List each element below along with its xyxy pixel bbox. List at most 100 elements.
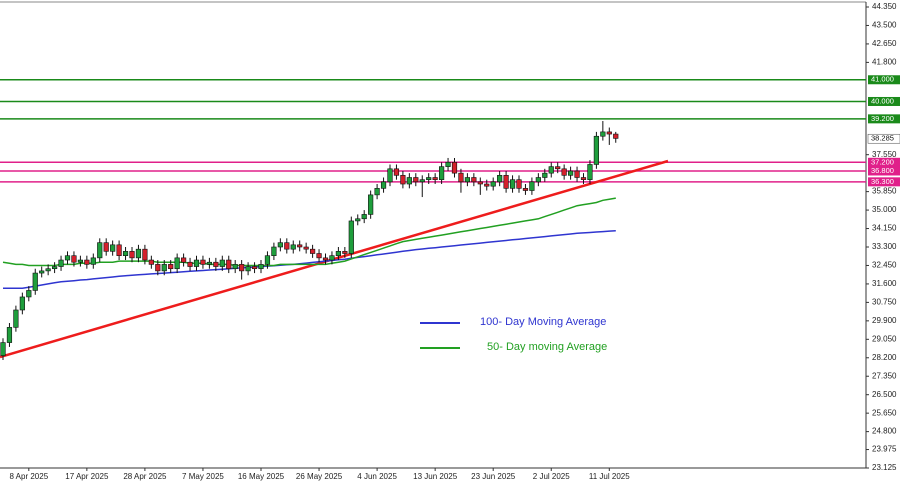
x-tick-label: 11 Jul 2025 xyxy=(589,472,630,481)
candle-body xyxy=(509,179,516,189)
candle-body xyxy=(103,242,109,252)
y-tick-label: 30.750 xyxy=(872,297,897,306)
candle-body xyxy=(432,177,438,180)
candle-body xyxy=(219,259,225,267)
level-label: 37.200 xyxy=(871,157,894,166)
level-tag xyxy=(868,114,900,124)
y-tick-label: 44.350 xyxy=(872,2,897,11)
y-tick-label: 27.350 xyxy=(872,371,897,380)
candle-body xyxy=(542,172,548,178)
candle-body xyxy=(490,181,496,187)
candle-body xyxy=(587,164,593,180)
candle-body xyxy=(90,257,96,265)
candle-body xyxy=(77,259,83,263)
candle-body xyxy=(613,133,619,139)
candle-body xyxy=(168,264,174,270)
candle-body xyxy=(387,168,393,183)
candle-body xyxy=(355,218,361,222)
candle-body xyxy=(516,179,522,189)
candle-body xyxy=(380,181,387,189)
candle-body xyxy=(593,135,599,165)
level-tag xyxy=(868,177,900,187)
candle-body xyxy=(84,259,90,265)
candle-body xyxy=(155,264,161,272)
candle-body xyxy=(535,177,541,183)
candle-body xyxy=(309,248,316,254)
candle-body xyxy=(135,248,142,259)
candle-body xyxy=(129,251,135,259)
candle-body xyxy=(110,244,116,252)
candle-body xyxy=(19,296,25,311)
candle-body xyxy=(329,255,335,261)
y-tick-label: 37.550 xyxy=(872,150,897,159)
candle-body xyxy=(567,170,574,176)
legend-label: 100- Day Moving Average xyxy=(480,316,606,328)
y-tick-label: 33.300 xyxy=(872,242,897,251)
candle-body xyxy=(374,188,380,196)
candle-body xyxy=(574,170,580,178)
candle-body xyxy=(277,242,283,248)
candle-body xyxy=(522,188,529,191)
x-tick-label: 17 Apr 2025 xyxy=(65,472,109,481)
moving-averages xyxy=(2,197,616,290)
y-tick-label: 32.450 xyxy=(872,261,897,270)
y-tick-label: 23.125 xyxy=(872,463,897,472)
candle-body xyxy=(26,290,32,298)
candle-body xyxy=(206,261,213,265)
candle-body xyxy=(200,259,206,265)
axis-labels: 44.350 43.500 42.650 41.800 37.550 35.850 35.0… xyxy=(9,2,900,481)
candle-body xyxy=(245,266,251,272)
candles xyxy=(0,121,619,360)
candle-body xyxy=(258,264,264,270)
candle-body xyxy=(342,251,348,254)
candle-body xyxy=(6,327,13,343)
level-label: 40.000 xyxy=(871,96,894,105)
candle-body xyxy=(58,259,64,267)
candle-body xyxy=(226,259,232,270)
moving-average-line xyxy=(2,197,616,267)
candle-body xyxy=(406,177,412,185)
y-tick-label: 28.200 xyxy=(872,353,897,362)
candle-body xyxy=(303,246,309,250)
candle-body xyxy=(419,179,425,183)
legend: 100- Day Moving Average 50- Day moving Av… xyxy=(420,316,607,353)
candle-body xyxy=(290,244,296,250)
y-tick-label: 24.800 xyxy=(872,427,897,436)
candle-body xyxy=(400,175,406,185)
y-tick-label: 43.500 xyxy=(872,21,897,30)
candle-body xyxy=(64,255,71,261)
candle-body xyxy=(161,264,167,272)
x-tick-label: 28 Apr 2025 xyxy=(123,472,167,481)
candle-body xyxy=(51,266,58,270)
candle-body xyxy=(116,244,122,256)
candle-body xyxy=(438,166,445,180)
y-tick-label: 26.500 xyxy=(872,390,897,399)
candle-body xyxy=(187,261,193,267)
y-tick-label: 25.650 xyxy=(872,408,897,417)
x-tick-label: 2 Jul 2025 xyxy=(533,472,570,481)
candle-body xyxy=(361,214,367,220)
candle-body xyxy=(580,177,587,180)
candle-body xyxy=(232,264,238,270)
y-tick-label: 41.800 xyxy=(872,57,897,66)
candle-body xyxy=(471,177,477,183)
level-label: 41.000 xyxy=(871,75,894,84)
level-tag xyxy=(868,166,900,176)
level-tag xyxy=(868,75,900,85)
candle-body xyxy=(413,177,419,183)
level-label: 36.800 xyxy=(871,166,894,175)
candle-body xyxy=(426,177,432,180)
x-tick-label: 7 May 2025 xyxy=(182,472,224,481)
candle-body xyxy=(45,268,51,272)
candle-body xyxy=(335,251,342,256)
candle-body xyxy=(271,246,277,256)
candle-body xyxy=(503,175,509,189)
levels xyxy=(0,79,866,183)
candle-body xyxy=(122,251,129,256)
candle-body xyxy=(316,253,322,259)
candle-body xyxy=(548,166,554,174)
x-tick-label: 13 Jun 2025 xyxy=(413,472,458,481)
candle-body xyxy=(13,309,19,328)
